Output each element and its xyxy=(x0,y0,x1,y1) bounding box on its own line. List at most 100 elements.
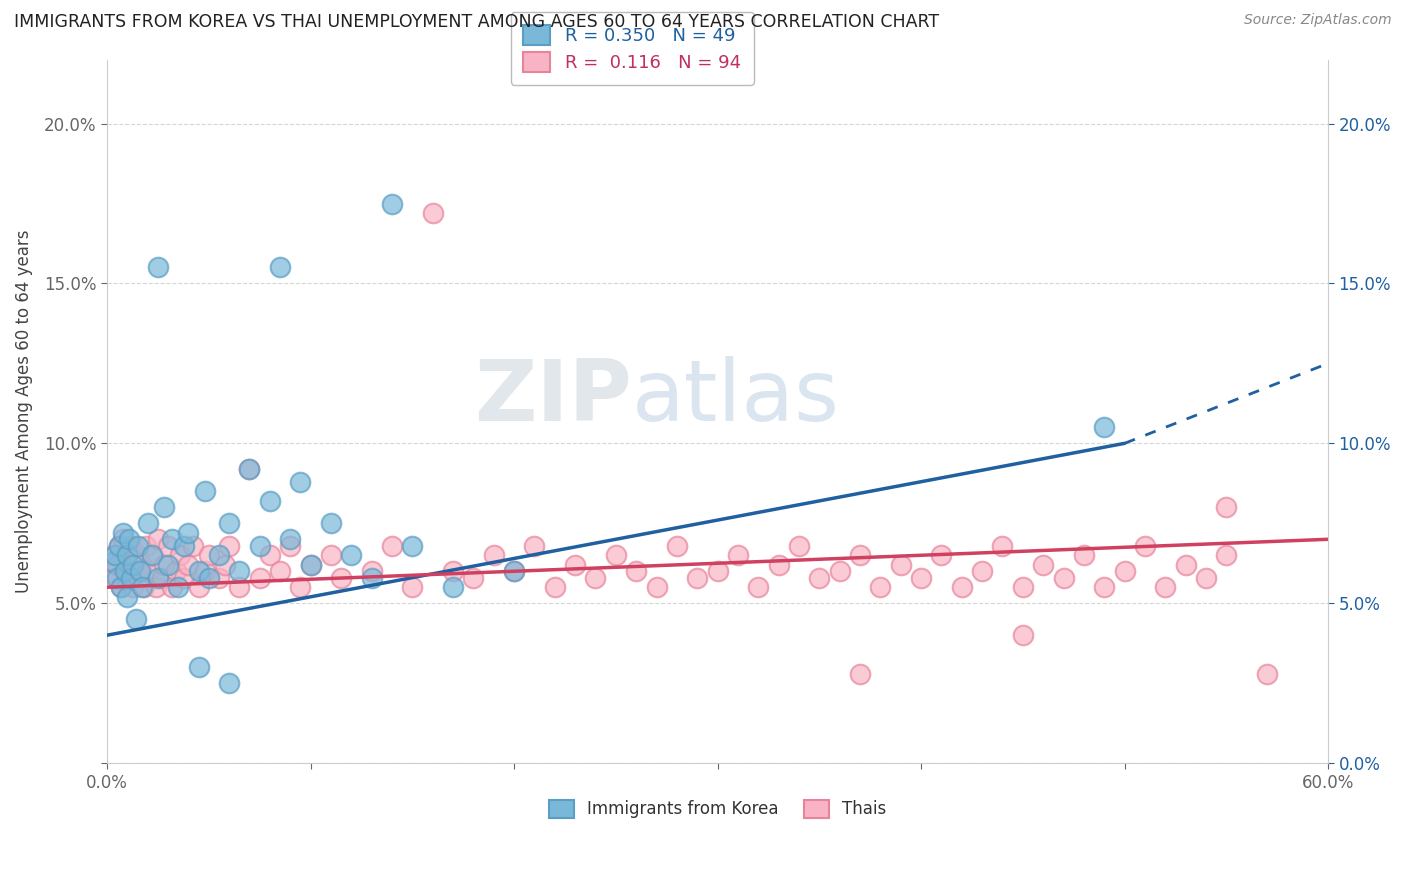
Point xyxy=(259,494,281,508)
Point xyxy=(290,475,312,489)
Point xyxy=(1215,500,1237,515)
Point xyxy=(768,558,790,572)
Point xyxy=(249,571,271,585)
Point xyxy=(319,516,342,531)
Point xyxy=(160,533,183,547)
Point xyxy=(1256,666,1278,681)
Point xyxy=(238,462,260,476)
Point xyxy=(299,558,322,572)
Point xyxy=(931,548,953,562)
Point xyxy=(585,571,607,585)
Point xyxy=(118,558,141,572)
Point xyxy=(869,580,891,594)
Point xyxy=(187,580,209,594)
Text: ZIP: ZIP xyxy=(474,356,633,439)
Point xyxy=(228,580,250,594)
Point xyxy=(128,571,150,585)
Point xyxy=(950,580,973,594)
Point xyxy=(128,564,150,578)
Point xyxy=(278,533,301,547)
Point xyxy=(214,558,236,572)
Point xyxy=(278,539,301,553)
Point xyxy=(1032,558,1054,572)
Point xyxy=(194,484,217,499)
Point xyxy=(160,580,183,594)
Point xyxy=(173,539,195,553)
Point xyxy=(101,548,124,562)
Point xyxy=(118,533,141,547)
Point xyxy=(105,558,128,572)
Point xyxy=(218,516,240,531)
Point xyxy=(187,660,209,674)
Point xyxy=(503,564,526,578)
Point xyxy=(120,571,142,585)
Y-axis label: Unemployment Among Ages 60 to 64 years: Unemployment Among Ages 60 to 64 years xyxy=(15,229,32,593)
Point xyxy=(112,533,135,547)
Point xyxy=(1154,580,1177,594)
Point xyxy=(503,564,526,578)
Point xyxy=(194,564,217,578)
Point xyxy=(1133,539,1156,553)
Point xyxy=(441,580,464,594)
Point xyxy=(972,564,994,578)
Point xyxy=(401,539,423,553)
Point xyxy=(259,548,281,562)
Point xyxy=(146,571,169,585)
Point xyxy=(808,571,831,585)
Point xyxy=(145,580,167,594)
Point xyxy=(299,558,322,572)
Point xyxy=(114,564,136,578)
Point xyxy=(523,539,546,553)
Point xyxy=(157,539,180,553)
Point xyxy=(208,548,231,562)
Point xyxy=(153,500,176,515)
Point xyxy=(101,555,124,569)
Point xyxy=(173,571,195,585)
Point xyxy=(197,571,219,585)
Point xyxy=(132,580,155,594)
Point xyxy=(136,516,159,531)
Point xyxy=(167,580,190,594)
Point xyxy=(117,571,139,585)
Point xyxy=(330,571,353,585)
Point xyxy=(1092,580,1115,594)
Point xyxy=(117,548,139,562)
Point xyxy=(787,539,810,553)
Point xyxy=(360,564,382,578)
Point xyxy=(127,539,149,553)
Point xyxy=(564,558,586,572)
Point xyxy=(165,564,187,578)
Point xyxy=(624,564,647,578)
Point xyxy=(187,564,209,578)
Point xyxy=(849,666,872,681)
Point xyxy=(122,580,145,594)
Point xyxy=(157,558,180,572)
Point xyxy=(108,539,131,553)
Point xyxy=(1011,628,1033,642)
Point xyxy=(463,571,485,585)
Point xyxy=(218,539,240,553)
Text: IMMIGRANTS FROM KOREA VS THAI UNEMPLOYMENT AMONG AGES 60 TO 64 YEARS CORRELATION: IMMIGRANTS FROM KOREA VS THAI UNEMPLOYME… xyxy=(14,13,939,31)
Point xyxy=(117,548,139,562)
Point xyxy=(747,580,769,594)
Point xyxy=(181,539,204,553)
Point xyxy=(124,564,146,578)
Point xyxy=(1092,420,1115,434)
Point xyxy=(146,533,169,547)
Point xyxy=(665,539,688,553)
Point xyxy=(127,548,149,562)
Point xyxy=(177,525,200,540)
Point xyxy=(197,548,219,562)
Point xyxy=(105,571,128,585)
Point xyxy=(319,548,342,562)
Point xyxy=(269,260,291,275)
Point xyxy=(104,548,127,562)
Point xyxy=(135,539,157,553)
Point xyxy=(441,564,464,578)
Point xyxy=(150,571,173,585)
Point xyxy=(360,571,382,585)
Point xyxy=(706,564,728,578)
Point xyxy=(991,539,1014,553)
Point xyxy=(153,558,176,572)
Point xyxy=(890,558,912,572)
